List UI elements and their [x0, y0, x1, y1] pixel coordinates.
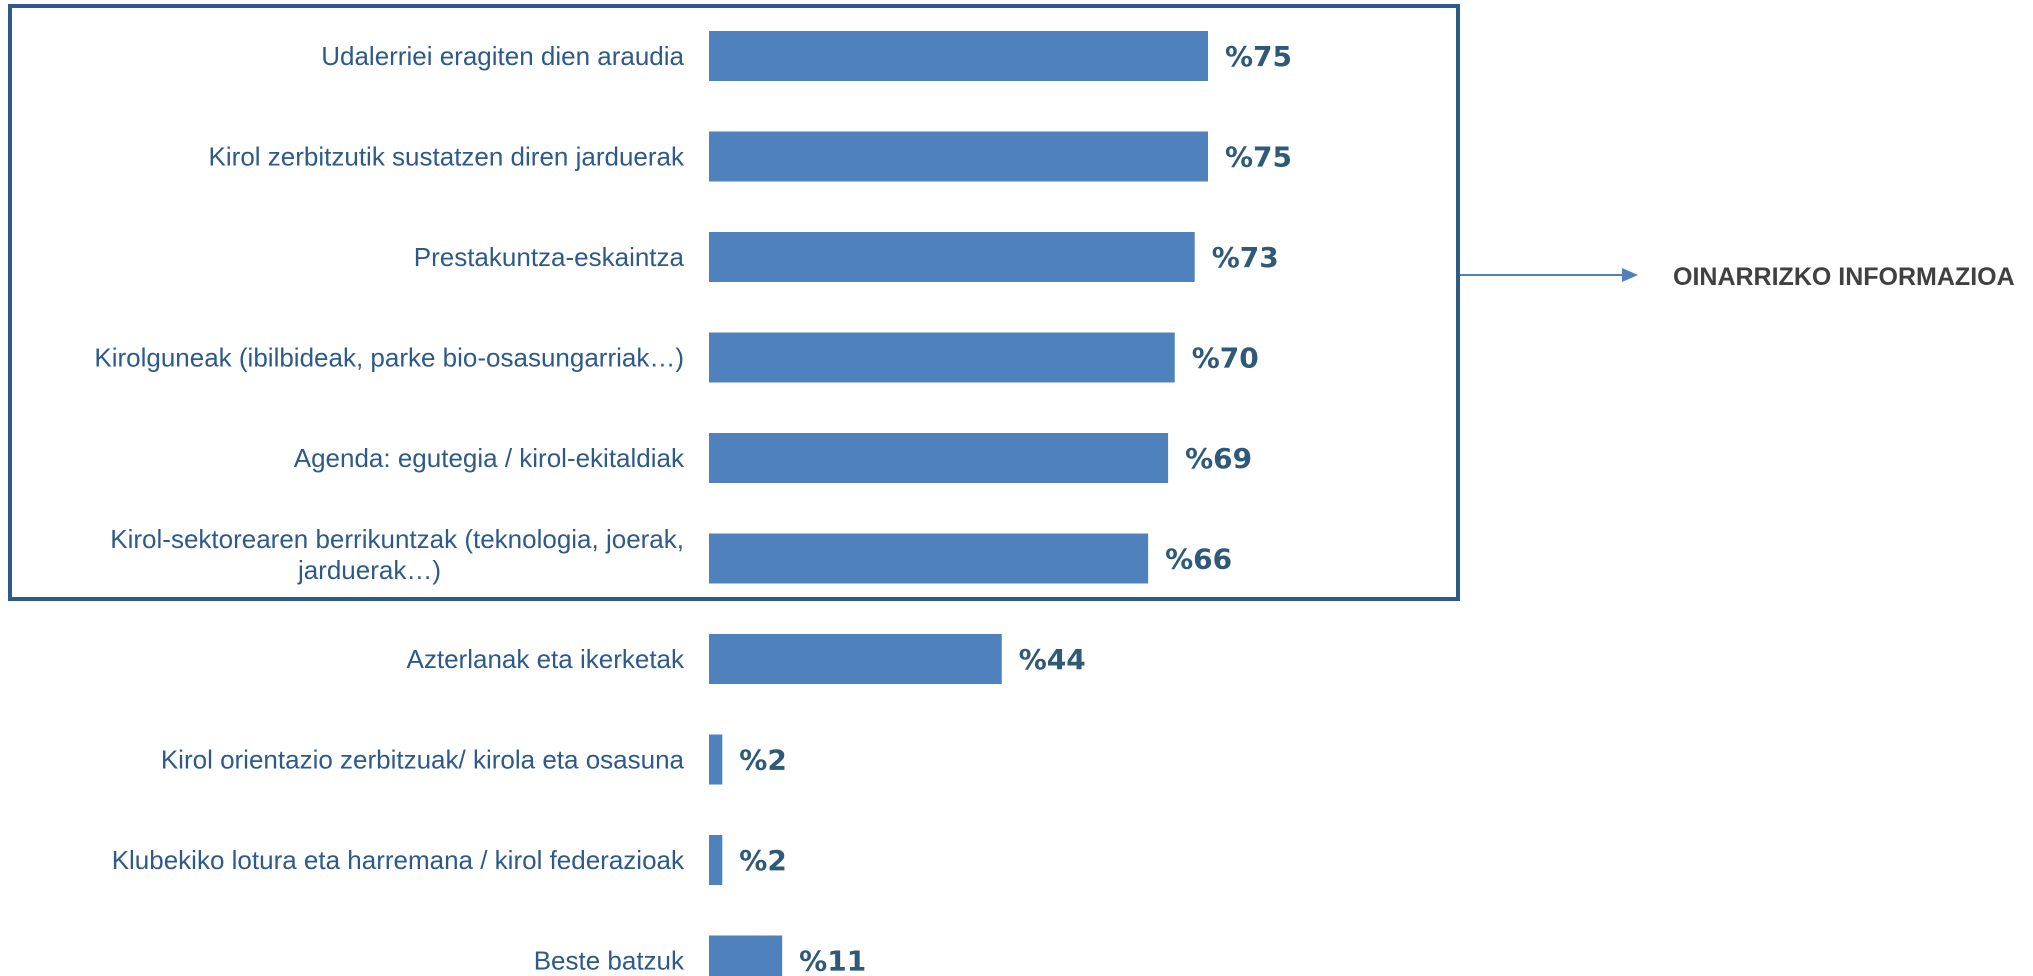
value-label-3: %73 [1212, 241, 1279, 274]
category-label-6: Kirol-sektorearen berrikuntzak (teknolog… [110, 524, 684, 585]
callout-arrow-head [1622, 268, 1638, 282]
value-label-9: %2 [739, 844, 787, 877]
bars-group [709, 31, 1208, 976]
value-label-5: %69 [1185, 442, 1252, 475]
category-label-10: Beste batzuk [534, 946, 685, 976]
bar-3 [709, 232, 1195, 282]
value-label-8: %2 [739, 744, 787, 777]
category-label-5: Agenda: egutegia / kirol-ekitaldiak [294, 443, 685, 473]
bar-2 [709, 131, 1208, 182]
value-label-7: %44 [1019, 643, 1086, 676]
bar-8 [709, 734, 723, 785]
category-label-2: Kirol zerbitzutik sustatzen diren jardue… [209, 142, 685, 172]
bar-6 [709, 533, 1149, 584]
bar-9 [709, 835, 723, 885]
bar-7 [709, 634, 1002, 684]
category-label-8: Kirol orientazio zerbitzuak/ kirola eta … [161, 745, 685, 775]
value-labels-group: %75 %75 %73 %70 %69 %66 %44 %2 %2 %11 [739, 40, 1292, 976]
category-label-6-line-1: Kirol-sektorearen berrikuntzak (teknolog… [110, 524, 684, 554]
bar-4 [709, 332, 1175, 383]
bar-1 [709, 31, 1208, 81]
category-label-9: Klubekiko lotura eta harremana / kirol f… [112, 845, 685, 875]
value-label-2: %75 [1225, 141, 1292, 174]
bar-5 [709, 433, 1169, 483]
category-label-7: Azterlanak eta ikerketak [407, 644, 685, 674]
category-labels-group: Udalerriei eragiten dien araudia Kirol ze… [94, 41, 685, 976]
category-label-4: Kirolguneak (ibilbideak, parke bio-osasu… [94, 343, 684, 373]
highlight-box [8, 4, 1460, 601]
category-label-6-line-2: jarduerak…) [297, 555, 441, 585]
value-label-4: %70 [1192, 342, 1259, 375]
value-label-10: %11 [799, 945, 866, 976]
callout-label: OINARRIZKO INFORMAZIOA [1673, 263, 2015, 291]
category-label-3: Prestakuntza-eskaintza [414, 242, 685, 272]
highlight-group: OINARRIZKO INFORMAZIOA [8, 4, 2015, 601]
bar-10 [709, 935, 783, 976]
value-label-6: %66 [1165, 543, 1232, 576]
value-label-1: %75 [1225, 40, 1292, 73]
category-label-1: Udalerriei eragiten dien araudia [321, 41, 684, 71]
